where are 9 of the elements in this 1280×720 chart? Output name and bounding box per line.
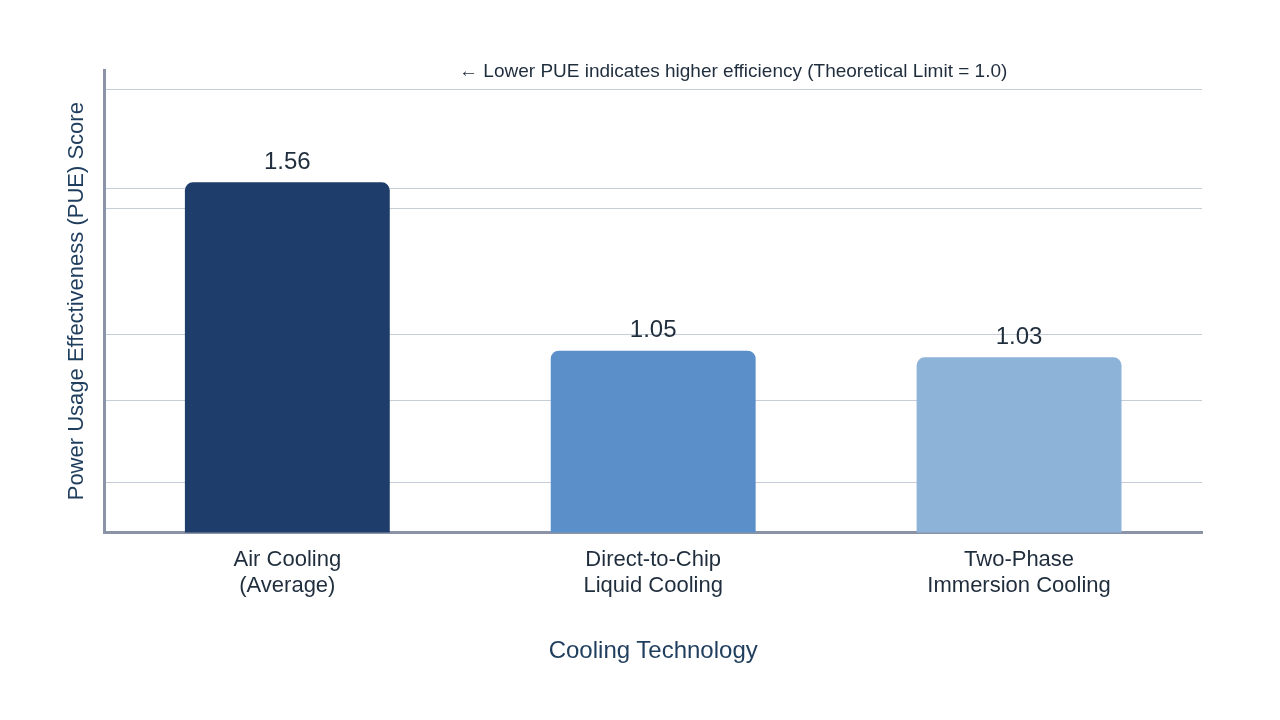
annotation: ← Lower PUE indicates higher efficiency (Theoretical Limit = 1.0) <box>459 60 1008 82</box>
data-label: 1.56 <box>263 146 311 174</box>
data-label: 1.05 <box>629 315 677 343</box>
x-tick-label: Air Cooling (Average) <box>233 545 342 598</box>
x-axis-title: Cooling Technology <box>548 636 758 664</box>
y-axis-title: Power Usage Effectiveness (PUE) Score <box>63 102 89 501</box>
data-label: 1.03 <box>995 321 1043 349</box>
x-tick-label: Direct-to-Chip Liquid Cooling <box>583 545 723 598</box>
x-tick-label: Two-Phase Immersion Cooling <box>927 545 1111 598</box>
